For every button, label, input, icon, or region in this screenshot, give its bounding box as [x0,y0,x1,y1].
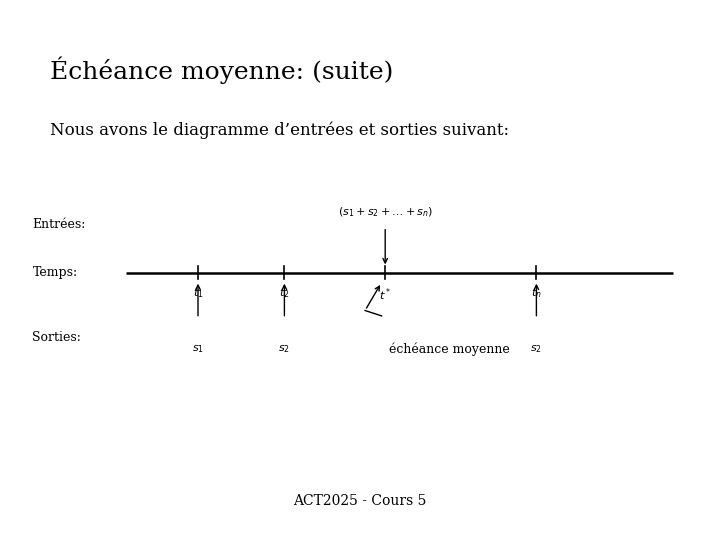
Text: Nous avons le diagramme d’entrées et sorties suivant:: Nous avons le diagramme d’entrées et sor… [50,122,510,139]
Text: $t_1$: $t_1$ [193,286,203,300]
Text: échéance moyenne: échéance moyenne [389,343,510,356]
Text: $s_1$: $s_1$ [192,343,204,355]
Text: Échéance moyenne: (suite): Échéance moyenne: (suite) [50,57,394,84]
Text: $t^*$: $t^*$ [379,286,392,303]
Text: Entrées:: Entrées: [32,218,86,231]
Text: Temps:: Temps: [32,266,78,279]
Text: $t_2$: $t_2$ [279,286,289,300]
Text: ACT2025 - Cours 5: ACT2025 - Cours 5 [293,494,427,508]
Text: $s_2$: $s_2$ [531,343,542,355]
Text: $s_2$: $s_2$ [279,343,290,355]
Text: $t_n$: $t_n$ [531,286,541,300]
Text: Sorties:: Sorties: [32,331,81,344]
Text: $(s_1 + s_2 + \ldots + s_n)$: $(s_1 + s_2 + \ldots + s_n)$ [338,205,433,219]
